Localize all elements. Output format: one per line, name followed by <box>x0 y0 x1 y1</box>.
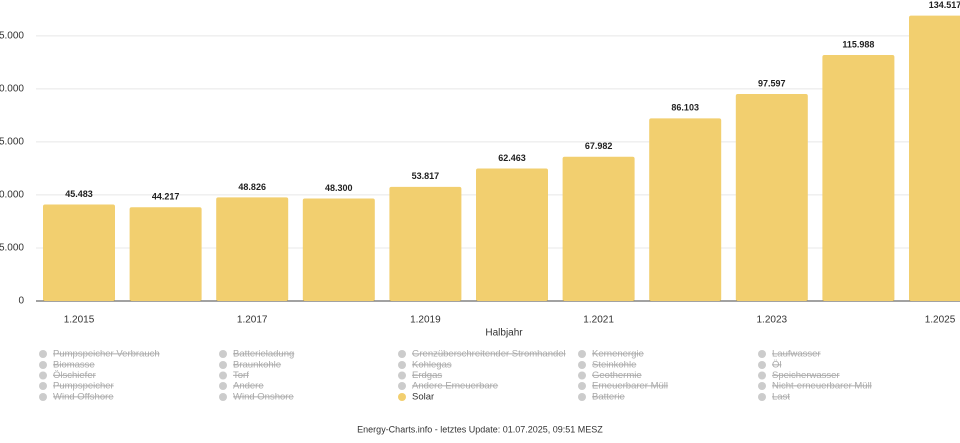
value-label: 44.217 <box>152 192 180 202</box>
legend-item[interactable]: Erneuerbarer Müll <box>592 381 668 392</box>
legend-item[interactable]: Braunkohle <box>233 360 281 371</box>
x-tick-label: 1.2015 <box>64 315 95 326</box>
legend-item[interactable]: Steinkohle <box>592 360 636 371</box>
legend-marker[interactable] <box>578 350 586 358</box>
legend-item[interactable]: Kernenergie <box>592 349 644 360</box>
value-label: 67.982 <box>585 141 613 151</box>
y-tick-label: 50.000 <box>0 190 24 201</box>
x-axis-title: Halbjahr <box>485 328 523 339</box>
legend-marker[interactable] <box>758 371 766 380</box>
legend-marker[interactable] <box>758 393 766 401</box>
x-tick-label: 1.2025 <box>925 315 956 326</box>
footer: Energy-Charts.info - letztes Update: 01.… <box>357 424 603 434</box>
legend-item[interactable]: Laufwasser <box>772 349 821 360</box>
legend-item[interactable]: Batterie <box>592 392 625 403</box>
bar <box>216 197 289 301</box>
y-tick-label: 0 <box>18 296 24 307</box>
legend-marker[interactable] <box>578 361 586 369</box>
x-tick-label: 1.2023 <box>757 315 788 326</box>
legend-marker[interactable] <box>758 350 766 358</box>
bar <box>389 186 462 301</box>
legend-marker[interactable] <box>578 393 586 401</box>
bar <box>302 198 375 301</box>
legend-item[interactable]: Ölschiefer <box>53 370 96 381</box>
x-tick-label: 1.2021 <box>583 315 614 326</box>
legend-marker[interactable] <box>398 393 406 401</box>
legend-item[interactable]: Pumpspeicher <box>53 381 114 392</box>
legend-item[interactable]: Wind Offshore <box>53 392 114 403</box>
legend-item[interactable]: Kohlegas <box>412 360 452 371</box>
legend-marker[interactable] <box>39 393 47 401</box>
bar <box>649 118 722 301</box>
legend-marker[interactable] <box>398 382 406 390</box>
legend-item[interactable]: Öl <box>772 360 782 371</box>
legend-item[interactable]: Batterieladung <box>233 349 294 360</box>
legend-item[interactable]: Pumpspeicher Verbrauch <box>53 349 160 360</box>
value-label: 48.826 <box>238 182 266 192</box>
bar <box>43 204 115 301</box>
y-tick-label: 125.000 <box>0 30 24 41</box>
legend-item[interactable]: Andere <box>233 381 264 392</box>
legend-marker[interactable] <box>39 361 47 369</box>
x-tick-label: 1.2017 <box>237 315 268 326</box>
legend-item[interactable]: Geothermie <box>592 370 642 381</box>
legend-marker[interactable] <box>39 350 47 358</box>
bar <box>822 54 895 301</box>
legend-item[interactable]: Speicherwasser <box>772 370 840 381</box>
legend-item[interactable]: Nicht-erneuerbarer Müll <box>772 381 872 392</box>
legend-item[interactable]: Erdgas <box>412 370 442 381</box>
legend-marker[interactable] <box>219 371 227 380</box>
legend-item[interactable]: Andere Erneuerbare <box>412 381 498 392</box>
x-tick-label: 1.2019 <box>410 315 441 326</box>
value-label: 97.597 <box>758 78 786 88</box>
legend-item[interactable]: Torf <box>233 370 249 381</box>
value-label: 86.103 <box>671 103 699 113</box>
y-tick-label: 25.000 <box>0 243 24 254</box>
legend-marker[interactable] <box>219 350 227 358</box>
bar <box>129 207 202 301</box>
legend-marker[interactable] <box>578 382 586 390</box>
legend-marker[interactable] <box>219 361 227 369</box>
legend-marker[interactable] <box>398 371 406 380</box>
bar <box>909 15 960 301</box>
legend-marker[interactable] <box>398 350 406 358</box>
bar <box>476 168 548 301</box>
legend-marker[interactable] <box>758 382 766 390</box>
legend-marker[interactable] <box>219 393 227 401</box>
legend-item[interactable]: Last <box>772 392 790 403</box>
legend-item[interactable]: Grenzüberschreitender Stromhandel <box>412 349 566 360</box>
legend-item[interactable]: Solar <box>412 392 434 403</box>
legend-marker[interactable] <box>39 371 47 380</box>
legend-marker[interactable] <box>398 361 406 369</box>
value-label: 48.300 <box>325 183 353 193</box>
legend-marker[interactable] <box>758 361 766 369</box>
legend-item[interactable]: Wind Onshore <box>233 392 294 403</box>
legend-item[interactable]: Biomasse <box>53 360 95 371</box>
value-label: 134.517 <box>929 0 960 10</box>
legend-marker[interactable] <box>578 371 586 380</box>
legend-marker[interactable] <box>219 382 227 390</box>
value-label: 115.988 <box>842 39 874 49</box>
bar <box>735 93 808 302</box>
value-label: 53.817 <box>412 171 440 181</box>
y-tick-label: 100.000 <box>0 83 24 94</box>
y-tick-label: 75.000 <box>0 137 24 148</box>
value-label: 45.483 <box>65 189 93 199</box>
bar <box>562 156 635 301</box>
value-label: 62.463 <box>498 153 526 163</box>
legend-marker[interactable] <box>39 382 47 390</box>
